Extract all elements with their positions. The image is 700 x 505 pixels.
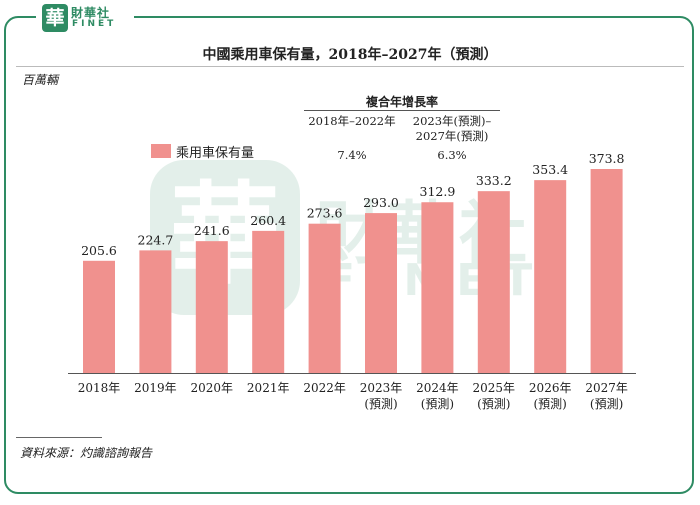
bar-9 <box>534 180 567 373</box>
cagr-value-1: 7.4% <box>337 148 367 162</box>
data-label-5: 273.6 <box>307 206 343 221</box>
x-tick-label-5: 2022年 <box>303 381 346 395</box>
x-tick-label-3: 2020年 <box>191 381 234 395</box>
bar-4 <box>252 230 285 373</box>
source-divider <box>16 437 102 438</box>
bar-7 <box>421 202 454 373</box>
bar-8 <box>477 191 510 373</box>
x-tick-label-1: 2018年 <box>78 381 121 395</box>
cagr-divider <box>304 110 500 111</box>
x-tick-note-6: (預測) <box>364 397 397 411</box>
unit-label: 百萬輛 <box>22 73 59 87</box>
cagr-period-1: 2018年–2022年 <box>300 114 404 129</box>
source-note: 資料來源：灼識諮詢報告 <box>20 446 153 460</box>
cagr-period-2-line2: 2027年(預測) <box>415 129 489 143</box>
cagr-value-2: 6.3% <box>437 148 467 162</box>
data-label-10: 373.8 <box>589 151 625 166</box>
bar-6 <box>365 213 397 373</box>
bar-2 <box>139 250 172 373</box>
bar-5 <box>308 223 341 373</box>
title-divider <box>16 66 684 67</box>
legend-label: 乘用車保有量 <box>176 146 255 161</box>
data-label-7: 312.9 <box>420 184 456 199</box>
x-tick-label-10: 2027年 <box>585 381 628 395</box>
cagr-title: 複合年增長率 <box>365 95 438 109</box>
data-label-8: 333.2 <box>476 173 512 188</box>
x-tick-label-2: 2019年 <box>134 381 177 395</box>
x-tick-label-7: 2024年 <box>416 381 459 395</box>
cagr-period-2: 2023年(預測)– 2027年(預測) <box>400 114 504 144</box>
data-label-6: 293.0 <box>363 195 399 210</box>
legend-swatch <box>151 144 171 158</box>
card-frame <box>4 16 694 494</box>
logo-seal-icon: 華 <box>42 4 68 32</box>
x-tick-note-9: (預測) <box>534 397 567 411</box>
chart-title: 中國乘用車保有量，2018年–2027年（預測） <box>202 47 498 63</box>
x-tick-label-4: 2021年 <box>247 381 290 395</box>
logo-name-en: FINET <box>72 19 117 29</box>
x-tick-label-9: 2026年 <box>529 381 572 395</box>
x-tick-note-10: (預測) <box>590 397 623 411</box>
bar-10 <box>590 169 623 373</box>
x-tick-label-8: 2025年 <box>473 381 516 395</box>
data-label-9: 353.4 <box>532 162 568 177</box>
x-tick-note-8: (預測) <box>477 397 510 411</box>
logo-name-cn: 財華社 <box>71 6 111 20</box>
bar-1 <box>83 260 115 373</box>
cagr-period-1-line1: 2018年–2022年 <box>308 114 396 128</box>
cagr-period-2-line1: 2023年(預測)– <box>412 114 492 128</box>
bar-3 <box>195 241 228 373</box>
x-tick-note-7: (預測) <box>421 397 454 411</box>
data-label-2: 224.7 <box>138 232 174 247</box>
data-label-3: 241.6 <box>194 223 230 238</box>
x-tick-label-6: 2023年 <box>360 381 403 395</box>
data-label-4: 260.4 <box>250 213 286 228</box>
data-label-1: 205.6 <box>81 243 117 258</box>
